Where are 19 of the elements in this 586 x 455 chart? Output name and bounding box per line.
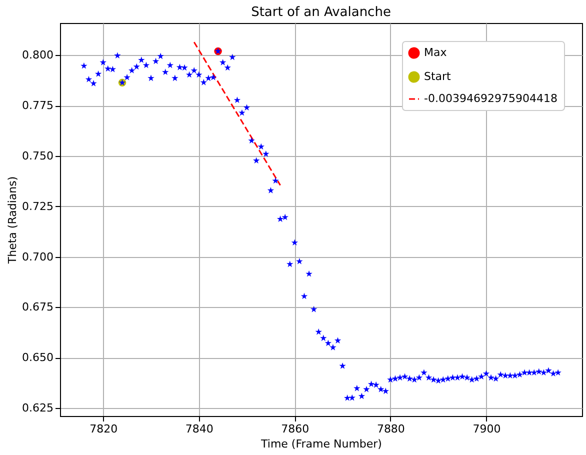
x-tick-label: 7900 [472,422,501,436]
legend-label: -0.00394692975904418 [424,92,558,105]
x-axis-title: Time (Frame Number) [260,438,382,450]
legend-label: Start [424,70,452,83]
x-tick-label: 7880 [376,422,405,436]
legend-label: Max [424,46,448,59]
y-tick-label: 0.675 [22,300,54,314]
x-tick-label: 7820 [90,422,118,436]
y-tick-label: 0.750 [22,150,54,163]
y-tick-label: 0.725 [22,200,54,213]
y-tick-label: 0.800 [22,48,54,62]
y-tick-label: 0.775 [22,99,54,112]
y-tick-label: 0.700 [22,250,54,264]
x-tick-label: 7860 [281,422,310,436]
y-tick-label: 0.650 [22,351,54,364]
y-tick-label: 0.625 [22,401,54,414]
y-axis-title: Theta (Radians) [6,176,20,265]
x-tick-label: 7840 [185,422,214,436]
chart-title: Start of an Avalanche [251,5,391,20]
